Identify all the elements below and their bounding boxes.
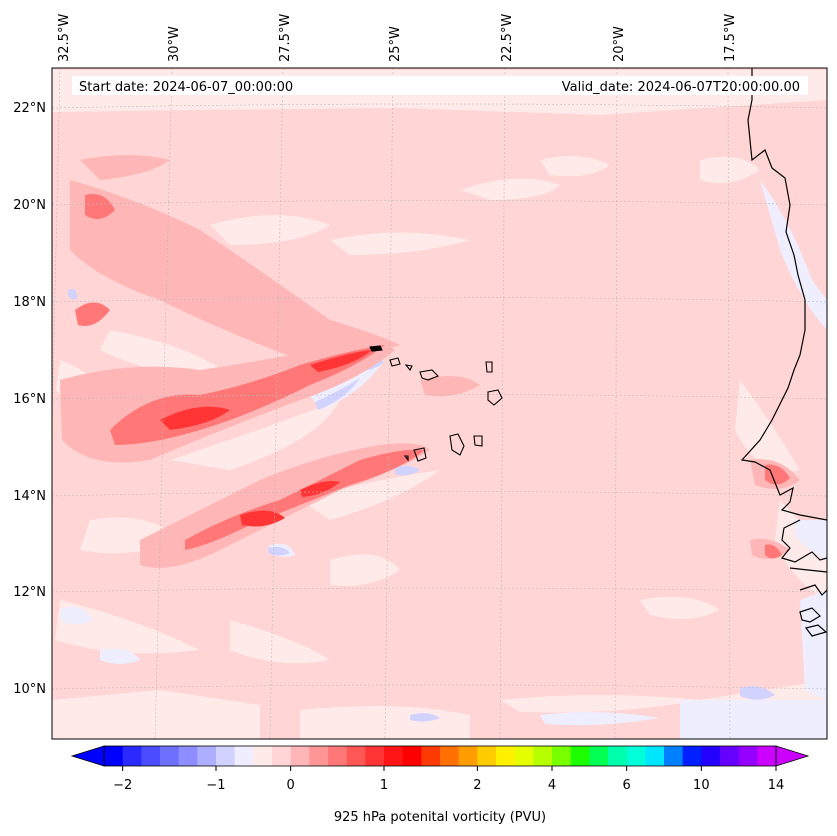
colorbar-cell bbox=[496, 746, 516, 766]
colorbar-cell bbox=[720, 746, 740, 766]
colorbar-cell bbox=[216, 746, 236, 766]
colorbar-cell bbox=[701, 746, 721, 766]
colorbar-tick-label: −1 bbox=[206, 778, 225, 793]
colorbar-cell bbox=[365, 746, 385, 766]
colorbar-cell bbox=[682, 746, 702, 766]
colorbar-label: 925 hPa potenital vorticity (PVU) bbox=[334, 810, 546, 825]
lon-label: 20°W bbox=[612, 26, 627, 62]
valid-date-text: Valid_date: 2024-06-07T20:00:00.00 bbox=[562, 80, 800, 95]
colorbar-cell bbox=[160, 746, 180, 766]
lat-label: 18°N bbox=[13, 295, 46, 310]
lat-labels: 22°N 20°N 18°N 16°N 14°N 12°N 10°N bbox=[13, 101, 46, 697]
colorbar-cell bbox=[290, 746, 310, 766]
lon-label: 22.5°W bbox=[500, 14, 515, 62]
colorbar-cell bbox=[197, 746, 217, 766]
lat-label: 10°N bbox=[13, 682, 46, 697]
colorbar-cell bbox=[458, 746, 478, 766]
colorbar-cell bbox=[141, 746, 161, 766]
lat-label: 22°N bbox=[13, 101, 46, 116]
colorbar-cell bbox=[738, 746, 758, 766]
graticule bbox=[52, 68, 827, 739]
africa-coastline bbox=[740, 68, 827, 637]
lon-label: 30°W bbox=[167, 26, 182, 62]
colorbar-arrow-right bbox=[775, 745, 810, 767]
colorbar-cell bbox=[402, 746, 422, 766]
colorbar-tick-label: 6 bbox=[623, 778, 631, 793]
colorbar-cell bbox=[570, 746, 590, 766]
lat-label: 16°N bbox=[13, 392, 46, 407]
colorbar-tick-label: 14 bbox=[768, 778, 785, 793]
colorbar-tick-label: −2 bbox=[113, 778, 132, 793]
colorbar-cell bbox=[645, 746, 665, 766]
colorbar-cell bbox=[384, 746, 404, 766]
pv-positive-peak bbox=[160, 350, 372, 527]
colorbar-cell bbox=[514, 746, 534, 766]
map-panel bbox=[52, 68, 827, 739]
colorbar-frame bbox=[103, 745, 777, 767]
colorbar-cell bbox=[440, 746, 460, 766]
colorbar-tick-label: 10 bbox=[693, 778, 710, 793]
colorbar-cell bbox=[234, 746, 254, 766]
colorbar-cell bbox=[533, 746, 553, 766]
lon-labels: 32.5°W 30°W 27.5°W 25°W 22.5°W 20°W 17.5… bbox=[57, 14, 738, 62]
colorbar-cell bbox=[328, 746, 348, 766]
colorbar-cell bbox=[589, 746, 609, 766]
colorbar-cell bbox=[178, 746, 198, 766]
colorbar-cell bbox=[477, 746, 497, 766]
colorbar-cell bbox=[421, 746, 441, 766]
lat-label: 14°N bbox=[13, 489, 46, 504]
colorbar: −2 −1 0 1 2 4 6 10 14 925 hPa potenital vorticit… bbox=[70, 745, 810, 825]
colorbar-cell bbox=[664, 746, 684, 766]
colorbar-cell bbox=[626, 746, 646, 766]
colorbar-cell bbox=[122, 746, 142, 766]
info-bar bbox=[72, 76, 808, 95]
lon-label: 32.5°W bbox=[57, 14, 72, 62]
colorbar-tick-label: 4 bbox=[548, 778, 556, 793]
colorbar-cell bbox=[757, 746, 777, 766]
lon-label: 17.5°W bbox=[723, 14, 738, 62]
colorbar-cell bbox=[346, 746, 366, 766]
colorbar-arrow-left bbox=[70, 745, 105, 767]
colorbar-cell bbox=[552, 746, 572, 766]
cape-verde-islands bbox=[369, 345, 503, 462]
colorbar-cell bbox=[309, 746, 329, 766]
colorbar-cell bbox=[104, 746, 124, 766]
lon-label: 27.5°W bbox=[278, 14, 293, 62]
lon-label: 25°W bbox=[388, 26, 403, 62]
colorbar-tick-label: 2 bbox=[473, 778, 481, 793]
colorbar-cell bbox=[253, 746, 273, 766]
colorbar-cell bbox=[272, 746, 292, 766]
colorbar-tick-label: 1 bbox=[380, 778, 388, 793]
map-border bbox=[51, 67, 828, 740]
colorbar-cell bbox=[608, 746, 628, 766]
lat-label: 20°N bbox=[13, 198, 46, 213]
start-date-text: Start date: 2024-06-07_00:00:00 bbox=[79, 80, 293, 95]
lat-label: 12°N bbox=[13, 585, 46, 600]
colorbar-tick-label: 0 bbox=[287, 778, 295, 793]
